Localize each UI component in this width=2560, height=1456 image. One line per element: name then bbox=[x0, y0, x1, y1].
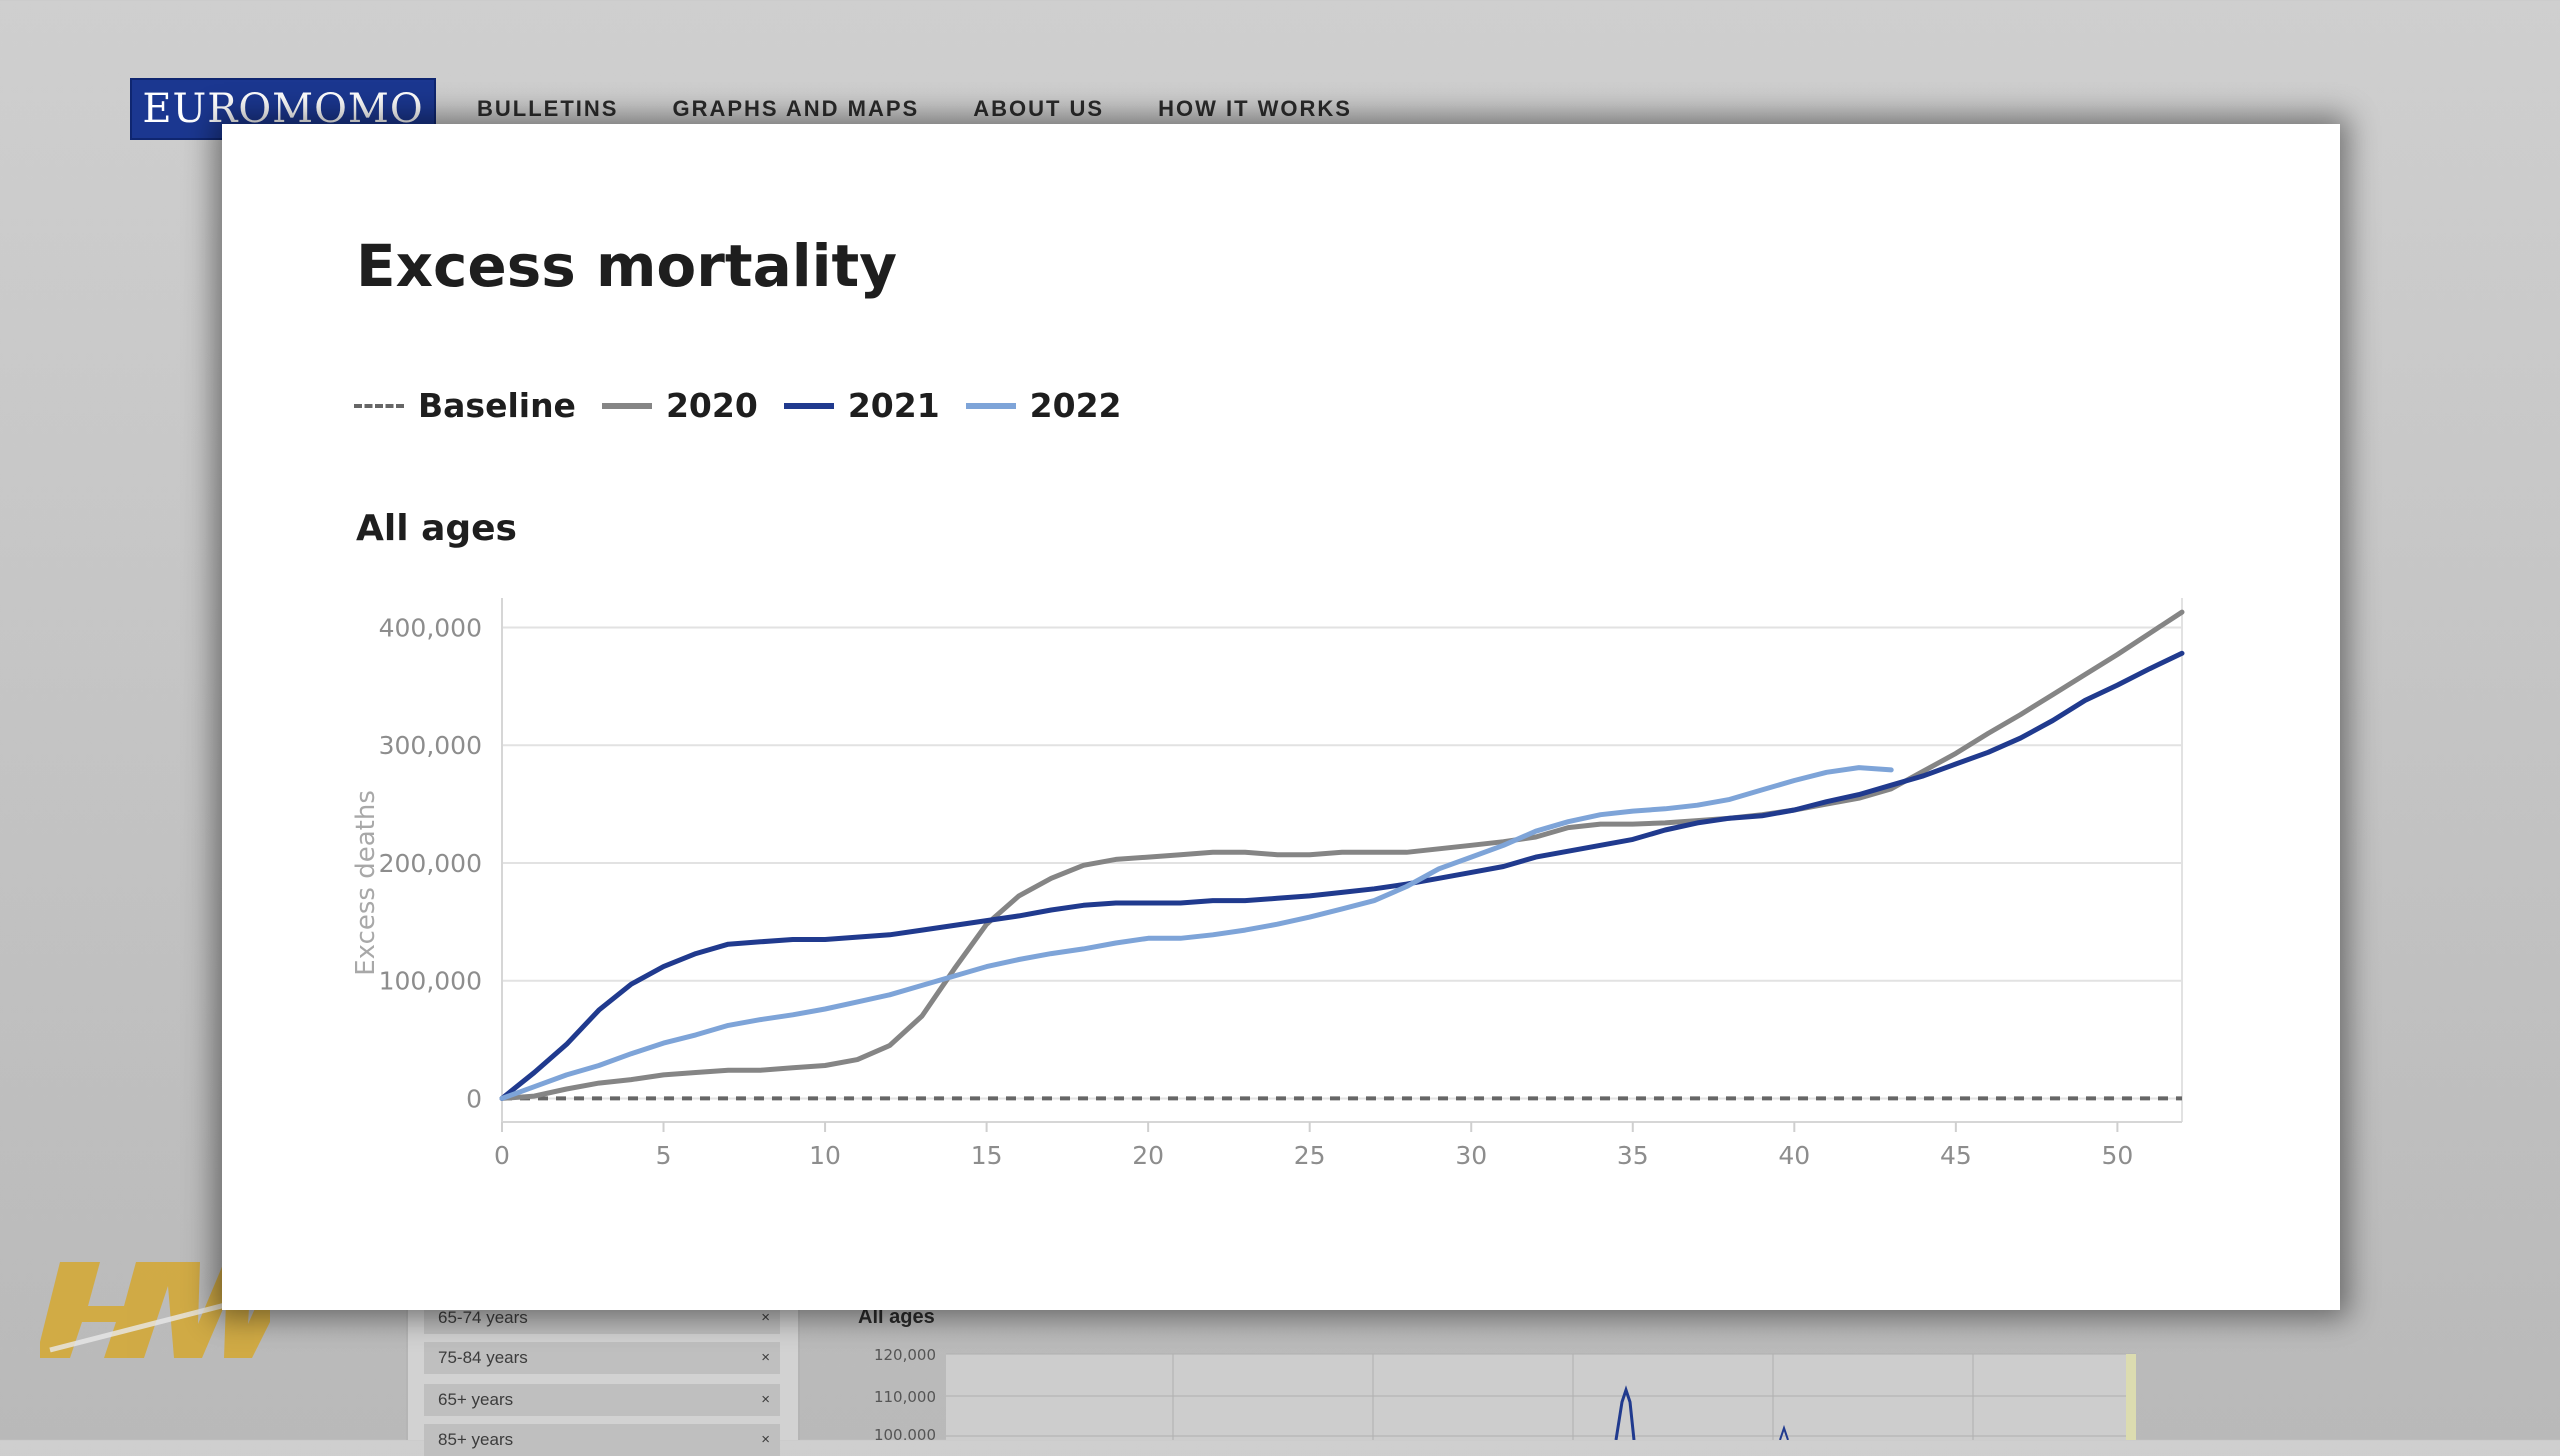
age-group-filter-panel: 65-74 years × 75-84 years × 65+ years × … bbox=[406, 1300, 800, 1456]
legend-swatch-2020 bbox=[601, 402, 652, 409]
legend-swatch-2022 bbox=[965, 402, 1016, 409]
legend-label-2021: 2021 bbox=[847, 386, 940, 425]
legend-swatch-2021 bbox=[783, 402, 834, 409]
close-icon[interactable]: × bbox=[761, 1349, 770, 1366]
legend-label-2022: 2022 bbox=[1029, 386, 1122, 425]
axis-layer: 0 100,000 200,000 300,000 400,000 0 5 10 15 20 25 3… bbox=[379, 598, 2183, 1170]
mini-chart-line bbox=[1779, 1424, 1789, 1440]
mini-chart-highlight bbox=[2126, 1354, 2136, 1440]
legend-swatch-baseline bbox=[354, 403, 404, 408]
filter-chip-label: 65+ years bbox=[438, 1390, 514, 1409]
y-tick-label: 200,000 bbox=[379, 849, 482, 878]
legend-item-2022[interactable]: 2022 bbox=[965, 386, 1122, 425]
mini-chart: 120,000 110,000 100,000 bbox=[874, 1346, 2136, 1440]
mini-chart-tick-label: 110,000 bbox=[874, 1388, 936, 1406]
nav-bulletins[interactable]: BULLETINS bbox=[477, 96, 619, 121]
x-tick-label: 15 bbox=[971, 1141, 1003, 1170]
filter-chip-65-plus[interactable]: 65+ years × bbox=[424, 1384, 780, 1416]
series-line-2021 bbox=[499, 650, 2185, 1101]
mini-chart-line bbox=[1614, 1385, 1636, 1440]
mini-chart-title: All ages bbox=[858, 1306, 935, 1328]
filter-chip-label: 75-84 years bbox=[438, 1348, 528, 1367]
series-line-2020 bbox=[499, 609, 2185, 1101]
excess-mortality-card: Excess mortality Baseline 2020 2021 2022… bbox=[222, 124, 2340, 1310]
legend-label-2020: 2020 bbox=[665, 386, 758, 425]
x-tick-label: 25 bbox=[1294, 1141, 1326, 1170]
close-icon[interactable]: × bbox=[761, 1309, 770, 1326]
series-line-2022 bbox=[499, 765, 1894, 1101]
nav-how-it-works[interactable]: HOW IT WORKS bbox=[1158, 96, 1352, 121]
x-tick-label: 20 bbox=[1132, 1141, 1164, 1170]
y-tick-label: 400,000 bbox=[379, 613, 482, 642]
x-tick-label: 10 bbox=[809, 1141, 841, 1170]
y-tick-label: 100,000 bbox=[379, 967, 482, 996]
mini-chart-plot-area bbox=[946, 1354, 2136, 1440]
y-tick-label: 0 bbox=[466, 1084, 482, 1113]
filter-chip-85-plus[interactable]: 85+ years × bbox=[424, 1424, 780, 1456]
chart-legend: Baseline 2020 2021 2022 bbox=[354, 386, 1148, 425]
legend-item-2020[interactable]: 2020 bbox=[601, 386, 758, 425]
close-icon[interactable]: × bbox=[761, 1391, 770, 1408]
legend-item-baseline[interactable]: Baseline bbox=[354, 386, 576, 425]
x-tick-label: 30 bbox=[1455, 1141, 1487, 1170]
x-tick-label: 35 bbox=[1617, 1141, 1649, 1170]
x-tick-label: 5 bbox=[656, 1141, 672, 1170]
main-nav: BULLETINS GRAPHS AND MAPS ABOUT US HOW I… bbox=[477, 96, 1352, 122]
grid-layer bbox=[502, 626, 2182, 1100]
site-header: EUROMOMO BULLETINS GRAPHS AND MAPS ABOUT… bbox=[0, 0, 2560, 140]
series-layer bbox=[499, 609, 2185, 1101]
card-title: Excess mortality bbox=[356, 232, 898, 300]
panel-title-all-ages: All ages bbox=[356, 508, 517, 549]
x-tick-label: 45 bbox=[1940, 1141, 1972, 1170]
filter-chip-label: 65-74 years bbox=[438, 1308, 528, 1327]
x-tick-label: 40 bbox=[1778, 1141, 1810, 1170]
mini-chart-tick-label: 100,000 bbox=[874, 1426, 936, 1440]
y-tick-label: 300,000 bbox=[379, 731, 482, 760]
y-axis-title: Excess deaths bbox=[351, 790, 381, 976]
mini-chart-tick-label: 120,000 bbox=[874, 1346, 936, 1364]
excess-deaths-line-chart: 0 100,000 200,000 300,000 400,000 0 5 10 15 20 25 3… bbox=[351, 598, 2185, 1170]
nav-about-us[interactable]: ABOUT US bbox=[973, 96, 1105, 121]
nav-graphs-and-maps[interactable]: GRAPHS AND MAPS bbox=[672, 96, 920, 121]
legend-label-baseline: Baseline bbox=[418, 386, 576, 425]
filter-chip-75-84[interactable]: 75-84 years × bbox=[424, 1342, 780, 1374]
x-tick-label: 50 bbox=[2101, 1141, 2133, 1170]
legend-item-2021[interactable]: 2021 bbox=[783, 386, 940, 425]
close-icon[interactable]: × bbox=[761, 1431, 770, 1448]
x-tick-label: 0 bbox=[494, 1141, 510, 1170]
